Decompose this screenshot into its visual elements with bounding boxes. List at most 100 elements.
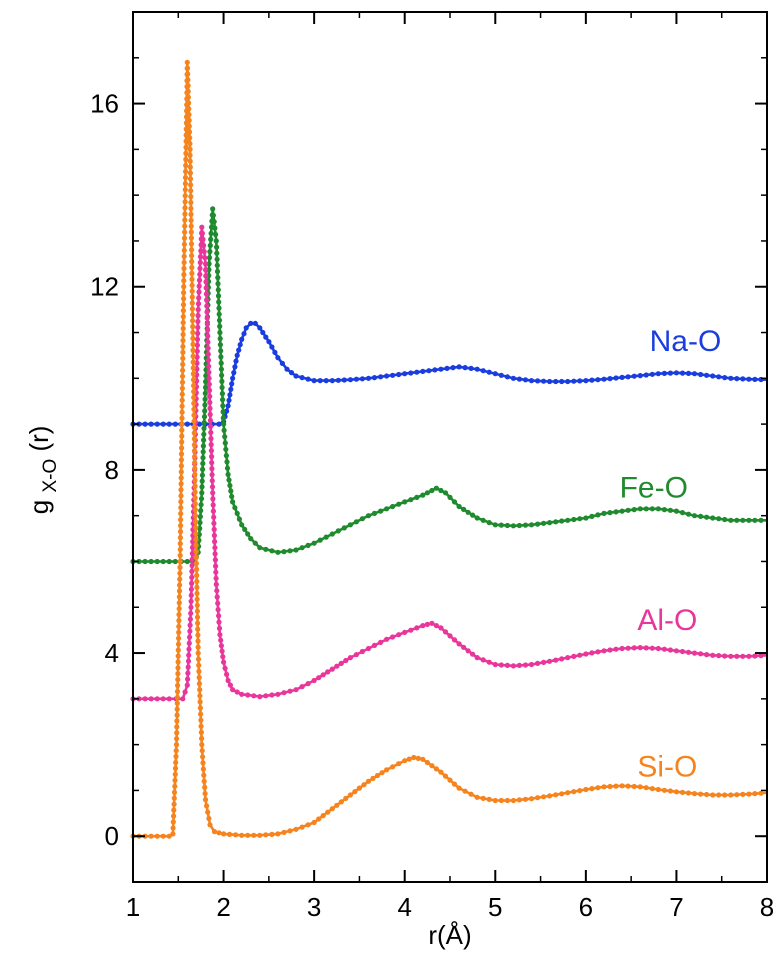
- data-point: [353, 519, 359, 525]
- data-point: [166, 558, 172, 565]
- data-point: [565, 655, 571, 661]
- data-point: [429, 763, 435, 769]
- data-point: [341, 377, 347, 383]
- data-point: [260, 329, 266, 336]
- data-point: [207, 411, 213, 418]
- data-point: [442, 490, 449, 496]
- data-point: [191, 442, 197, 448]
- data-point: [221, 831, 227, 837]
- data-point: [204, 309, 210, 315]
- data-point: [200, 236, 206, 242]
- data-point: [311, 540, 317, 546]
- data-point: [371, 642, 378, 649]
- data-point: [178, 487, 184, 493]
- data-point: [197, 254, 204, 260]
- data-point: [722, 792, 728, 798]
- data-point: [378, 639, 384, 646]
- data-point: [667, 507, 674, 513]
- data-point: [728, 792, 734, 798]
- data-point: [402, 371, 408, 377]
- series-label-na-o: Na-O: [650, 325, 722, 358]
- data-point: [691, 650, 698, 656]
- data-point: [208, 423, 214, 430]
- data-point: [245, 531, 251, 537]
- data-point: [166, 421, 172, 427]
- data-point: [179, 385, 185, 391]
- data-point: [293, 373, 299, 379]
- data-point: [243, 325, 249, 331]
- data-point: [205, 357, 212, 363]
- data-point: [172, 783, 178, 789]
- data-point: [214, 594, 220, 600]
- data-point: [239, 832, 245, 838]
- data-point: [210, 508, 216, 514]
- data-point: [378, 374, 384, 380]
- data-point: [442, 773, 449, 779]
- data-point: [402, 629, 408, 636]
- data-point: [192, 501, 198, 507]
- data-point: [190, 377, 197, 383]
- data-point: [189, 294, 195, 300]
- data-point: [178, 499, 184, 505]
- data-point: [174, 730, 180, 736]
- data-point: [216, 830, 222, 836]
- data-point: [218, 348, 224, 354]
- data-point: [257, 694, 263, 700]
- data-point: [186, 646, 192, 652]
- data-point: [185, 71, 191, 77]
- data-point: [228, 386, 234, 392]
- data-point: [181, 284, 187, 290]
- data-point: [710, 792, 716, 798]
- data-point: [406, 756, 412, 762]
- data-point: [492, 371, 498, 377]
- data-point: [182, 689, 188, 695]
- data-point: [193, 548, 199, 555]
- data-point: [257, 545, 263, 551]
- data-point: [465, 509, 471, 515]
- data-point: [192, 477, 198, 483]
- data-point: [317, 537, 323, 543]
- data-point: [571, 516, 577, 523]
- data-point: [565, 517, 571, 523]
- data-point: [177, 564, 183, 571]
- data-point: [183, 132, 189, 138]
- data-point: [191, 406, 197, 412]
- data-point: [175, 653, 181, 659]
- data-point: [181, 290, 187, 296]
- data-point: [559, 791, 565, 797]
- data-point: [154, 696, 160, 702]
- data-point: [241, 331, 247, 337]
- data-point: [263, 832, 269, 838]
- data-point: [252, 320, 258, 326]
- data-point: [685, 649, 692, 655]
- data-point: [192, 465, 198, 471]
- data-point: [195, 620, 201, 626]
- data-point: [207, 822, 213, 828]
- data-point: [370, 775, 376, 782]
- data-point: [183, 168, 189, 175]
- data-point: [325, 809, 331, 815]
- x-tick-label: 8: [760, 892, 774, 922]
- data-point: [205, 345, 211, 351]
- data-point: [655, 506, 661, 512]
- data-point: [187, 170, 193, 176]
- data-point: [704, 372, 710, 378]
- data-point: [213, 563, 219, 569]
- data-point: [176, 623, 182, 630]
- data-point: [180, 355, 186, 361]
- data-point: [685, 790, 692, 796]
- data-point: [200, 449, 206, 455]
- data-point: [222, 665, 228, 671]
- data-point: [197, 699, 203, 705]
- data-point: [281, 829, 287, 836]
- data-point: [202, 261, 209, 267]
- data-point: [408, 627, 414, 633]
- data-point: [311, 378, 317, 384]
- data-point: [269, 692, 275, 698]
- data-point: [661, 370, 668, 376]
- data-point: [160, 421, 166, 427]
- data-point: [553, 519, 559, 525]
- data-point: [442, 629, 449, 635]
- data-point: [160, 696, 166, 702]
- data-point: [625, 374, 631, 380]
